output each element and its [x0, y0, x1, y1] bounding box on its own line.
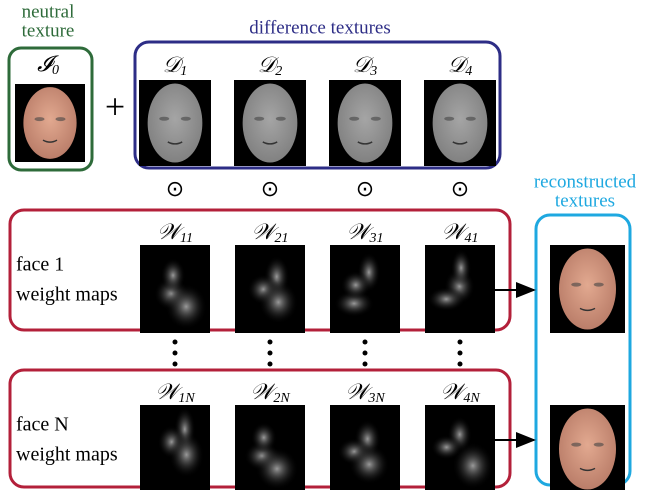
- reconstructed-label: textures: [555, 190, 615, 211]
- weight-blob: [259, 281, 298, 324]
- symbol: 𝒲2N: [250, 379, 290, 406]
- symbol: 𝒟2: [258, 52, 283, 79]
- row-label: weight maps: [16, 444, 118, 466]
- reconstructed-label: reconstructed: [534, 171, 637, 192]
- neutral-label: neutral: [22, 1, 75, 22]
- symbol-subscript: 1N: [178, 391, 195, 406]
- weight-blob: [428, 287, 466, 311]
- eye: [571, 283, 581, 287]
- symbol-subscript: 21: [275, 231, 289, 246]
- symbol: 𝒲41: [441, 219, 478, 246]
- ellipsis-dot: [458, 362, 463, 367]
- operator-plus: +: [105, 86, 125, 126]
- symbol-subscript: 4N: [463, 391, 480, 406]
- operator-hadamard: ⊙: [166, 176, 184, 201]
- difference-texture-shape: [243, 83, 298, 162]
- symbol-subscript: 3N: [367, 391, 385, 406]
- weight-blob: [169, 432, 204, 478]
- neutral-face-shape: [23, 87, 76, 159]
- ellipsis-dot: [363, 362, 368, 367]
- symbol: 𝒲11: [157, 219, 193, 246]
- symbol-subscript: 0: [52, 63, 59, 78]
- symbol-subscript: 1: [180, 64, 187, 79]
- eye: [159, 117, 169, 121]
- eye: [594, 443, 604, 447]
- ellipsis-dot: [268, 351, 273, 356]
- symbol: 𝒲31: [346, 219, 383, 246]
- eye: [181, 117, 191, 121]
- symbol-subscript: 11: [180, 231, 193, 246]
- weight-blob: [251, 422, 277, 453]
- eye: [35, 117, 45, 121]
- weight-blob: [431, 435, 462, 459]
- symbol: 𝒲3N: [345, 379, 385, 406]
- symbol-subscript: 4: [465, 64, 472, 79]
- symbol: 𝒟4: [448, 52, 473, 79]
- eye: [444, 117, 454, 121]
- eye: [371, 117, 381, 121]
- difference-texture-shape: [148, 83, 203, 162]
- row-label: weight maps: [16, 284, 118, 306]
- operator-hadamard: ⊙: [356, 176, 374, 201]
- row-label: face 1: [16, 254, 64, 276]
- symbol-subscript: 2: [275, 64, 282, 79]
- symbol-subscript: 3: [369, 64, 377, 79]
- symbol-subscript: 31: [369, 231, 384, 246]
- ellipsis-dot: [363, 340, 368, 345]
- symbol-subscript: 2N: [273, 391, 290, 406]
- symbol: 𝒲21: [251, 219, 288, 246]
- eye: [276, 117, 286, 121]
- difference-texture-shape: [338, 83, 393, 162]
- symbol: 𝒟1: [163, 52, 188, 79]
- ellipsis-dot: [268, 340, 273, 345]
- ellipsis-dot: [173, 351, 178, 356]
- difference-title: difference textures: [249, 17, 391, 38]
- operator-hadamard: ⊙: [451, 176, 469, 201]
- eye: [571, 443, 581, 447]
- layout: [9, 42, 630, 487]
- symbol: 𝒟3: [353, 52, 378, 79]
- weight-blob: [161, 258, 186, 292]
- ellipsis-dot: [458, 351, 463, 356]
- ellipsis-dot: [458, 340, 463, 345]
- eye: [349, 117, 359, 121]
- eye: [56, 117, 66, 121]
- eye: [594, 283, 604, 287]
- weight-blob: [341, 271, 371, 299]
- row-label: face N: [16, 414, 69, 436]
- operator-hadamard: ⊙: [261, 176, 279, 201]
- symbol: 𝓘0: [37, 51, 59, 78]
- ellipsis-dot: [268, 362, 273, 367]
- eye: [254, 117, 264, 121]
- reconstructed-face-shape: [559, 409, 616, 490]
- symbol: 𝒲1N: [155, 379, 195, 406]
- ellipsis-dot: [173, 362, 178, 367]
- eye: [466, 117, 476, 121]
- ellipsis-dot: [363, 351, 368, 356]
- ellipsis-dot: [173, 340, 178, 345]
- symbol-subscript: 41: [465, 231, 479, 246]
- symbol: 𝒲4N: [440, 379, 480, 406]
- difference-texture-shape: [433, 83, 488, 162]
- weight-blob: [349, 445, 389, 485]
- weight-blob: [256, 448, 299, 490]
- neutral-label: texture: [22, 20, 75, 41]
- weight-blob: [451, 249, 471, 286]
- figure: neutraltexture 𝓘0 + difference textures 𝒟1 ⊙ 𝒟…: [0, 0, 645, 490]
- reconstructed-face-shape: [559, 249, 616, 330]
